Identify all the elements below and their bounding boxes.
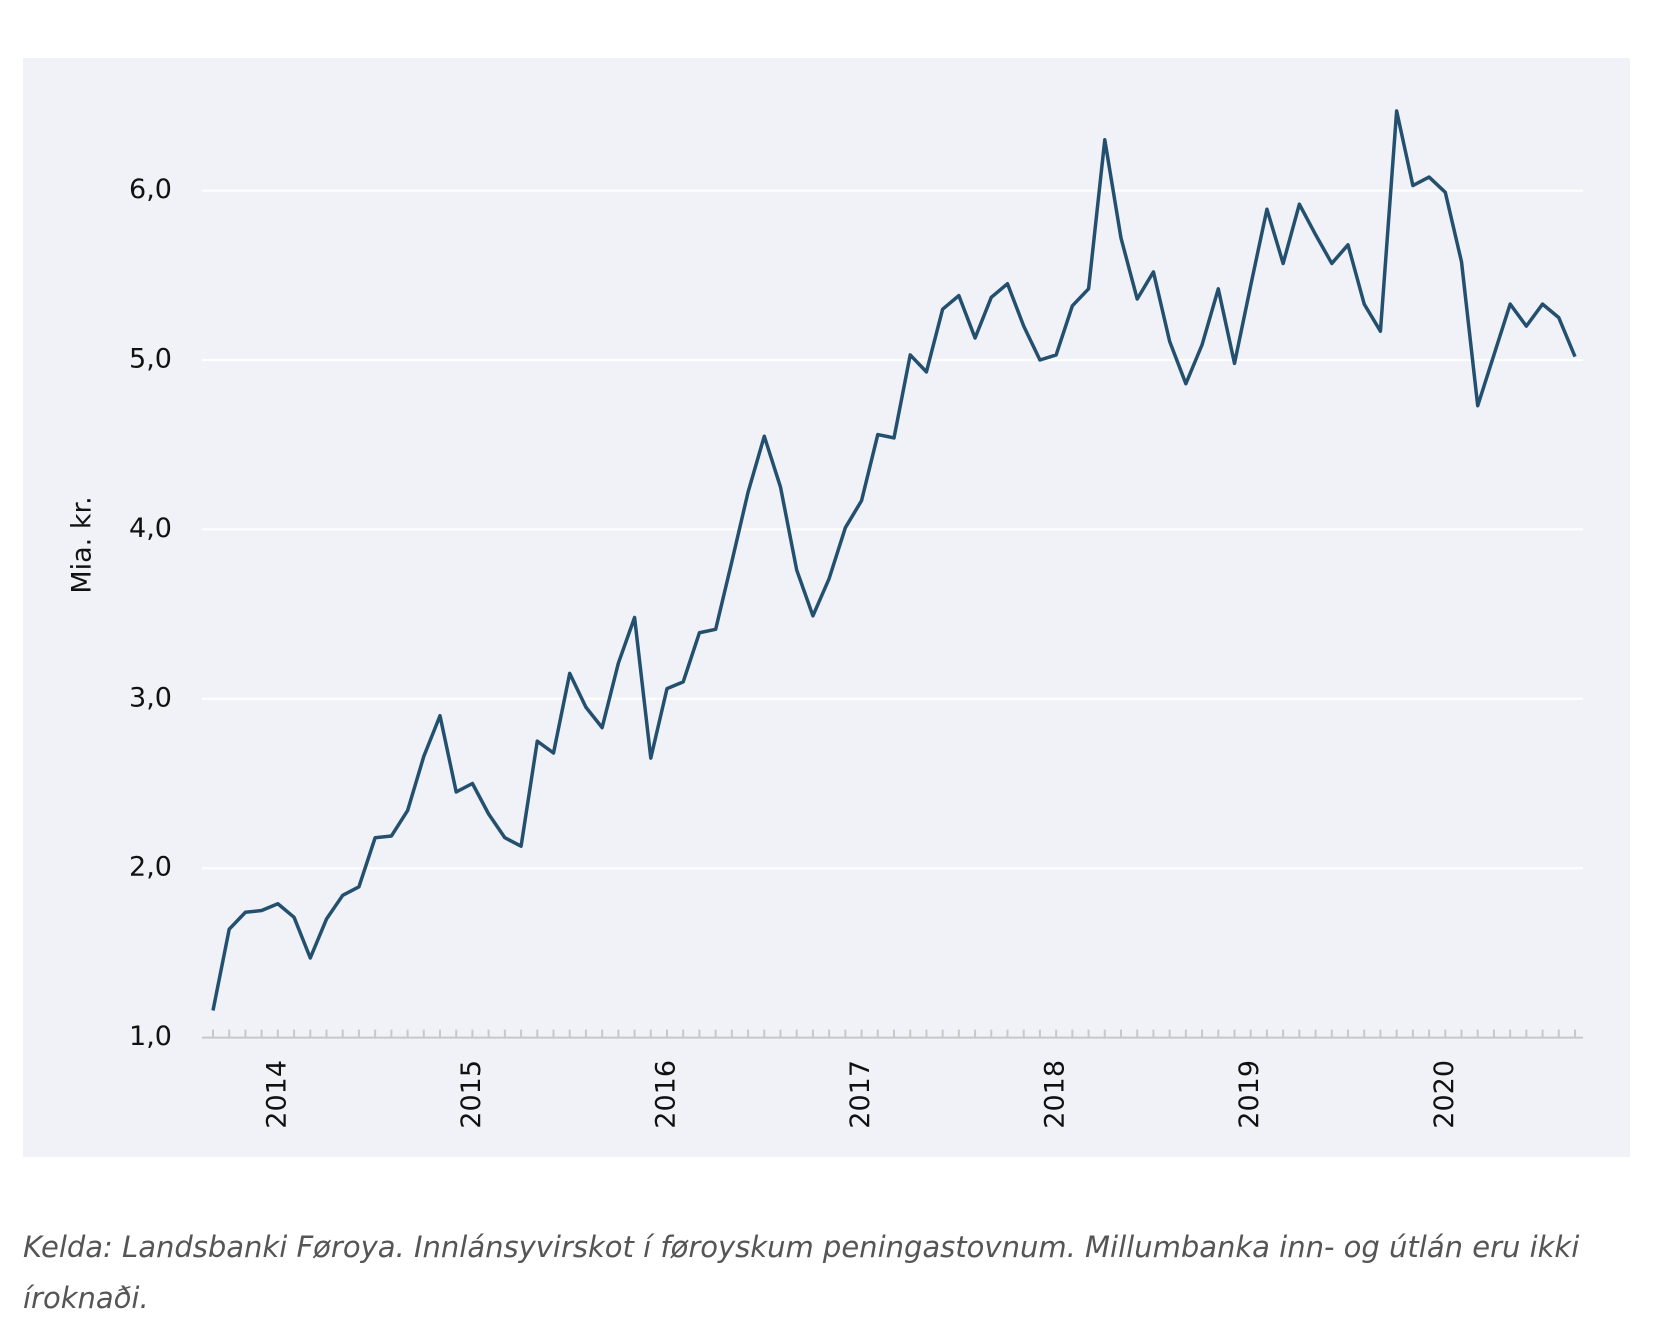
x-tick-label: 2018 bbox=[1040, 1060, 1071, 1129]
x-tick-label: 2017 bbox=[845, 1060, 876, 1129]
y-tick-label: 1,0 bbox=[129, 1021, 172, 1052]
y-tick-label: 6,0 bbox=[129, 174, 172, 205]
x-tick-label: 2019 bbox=[1234, 1060, 1265, 1129]
y-tick-label: 3,0 bbox=[129, 682, 172, 713]
y-tick-label: 5,0 bbox=[129, 344, 172, 375]
x-tick-label: 2020 bbox=[1429, 1060, 1460, 1129]
y-tick-label: 2,0 bbox=[129, 852, 172, 883]
y-tick-label: 4,0 bbox=[129, 513, 172, 544]
y-axis-title: Mia. kr. bbox=[67, 496, 98, 593]
data-line bbox=[211, 109, 1577, 1011]
plot-background bbox=[23, 58, 1630, 1157]
caption: Kelda: Landsbanki Føroya. Innlánsyvirsko… bbox=[23, 1230, 1580, 1315]
x-tick-label: 2014 bbox=[261, 1060, 292, 1129]
x-tick-label: 2015 bbox=[456, 1060, 487, 1129]
x-tick-label: 2016 bbox=[651, 1060, 682, 1129]
chart: Mia. kr. 1,0 2,0 3,0 4,0 5,0 6,0 2014 2015 2016 2… bbox=[23, 58, 1630, 1157]
